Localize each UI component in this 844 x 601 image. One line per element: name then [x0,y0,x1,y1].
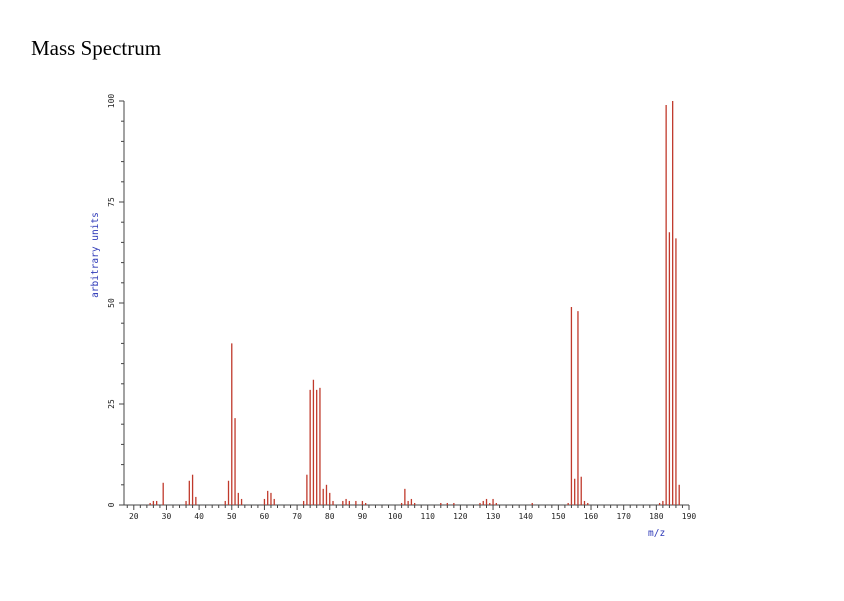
x-tick-label: 50 [227,512,237,521]
x-tick-label: 80 [325,512,335,521]
x-tick-label: 90 [358,512,368,521]
y-tick-label: 50 [107,298,116,308]
x-tick-label: 170 [616,512,631,521]
x-tick-label: 60 [260,512,270,521]
x-axis-title: m/z [648,528,665,539]
x-tick-label: 150 [551,512,566,521]
x-tick-label: 100 [388,512,403,521]
y-tick-label: 25 [107,399,116,409]
x-tick-label: 190 [682,512,697,521]
y-axis-title: arbitrary units [90,212,101,298]
page-title: Mass Spectrum [31,36,162,60]
x-tick-label: 180 [649,512,664,521]
x-tick-label: 30 [162,512,172,521]
x-tick-label: 140 [518,512,533,521]
spectrum-peaks [149,101,680,505]
x-tick-label: 110 [421,512,436,521]
x-tick-label: 70 [292,512,302,521]
y-tick-label: 75 [107,197,116,207]
x-tick-label: 20 [129,512,139,521]
x-tick-label: 160 [584,512,599,521]
x-tick-label: 40 [194,512,204,521]
x-axis: 20 30 40 50 60 70 80 90 100 110 120 130 140 150 160 170… [124,504,697,521]
y-axis: 0 25 50 75 100 [107,94,125,507]
x-tick-label: 120 [453,512,468,521]
y-tick-label: 100 [107,94,116,109]
y-tick-label: 0 [107,502,116,507]
x-tick-label: 130 [486,512,501,521]
